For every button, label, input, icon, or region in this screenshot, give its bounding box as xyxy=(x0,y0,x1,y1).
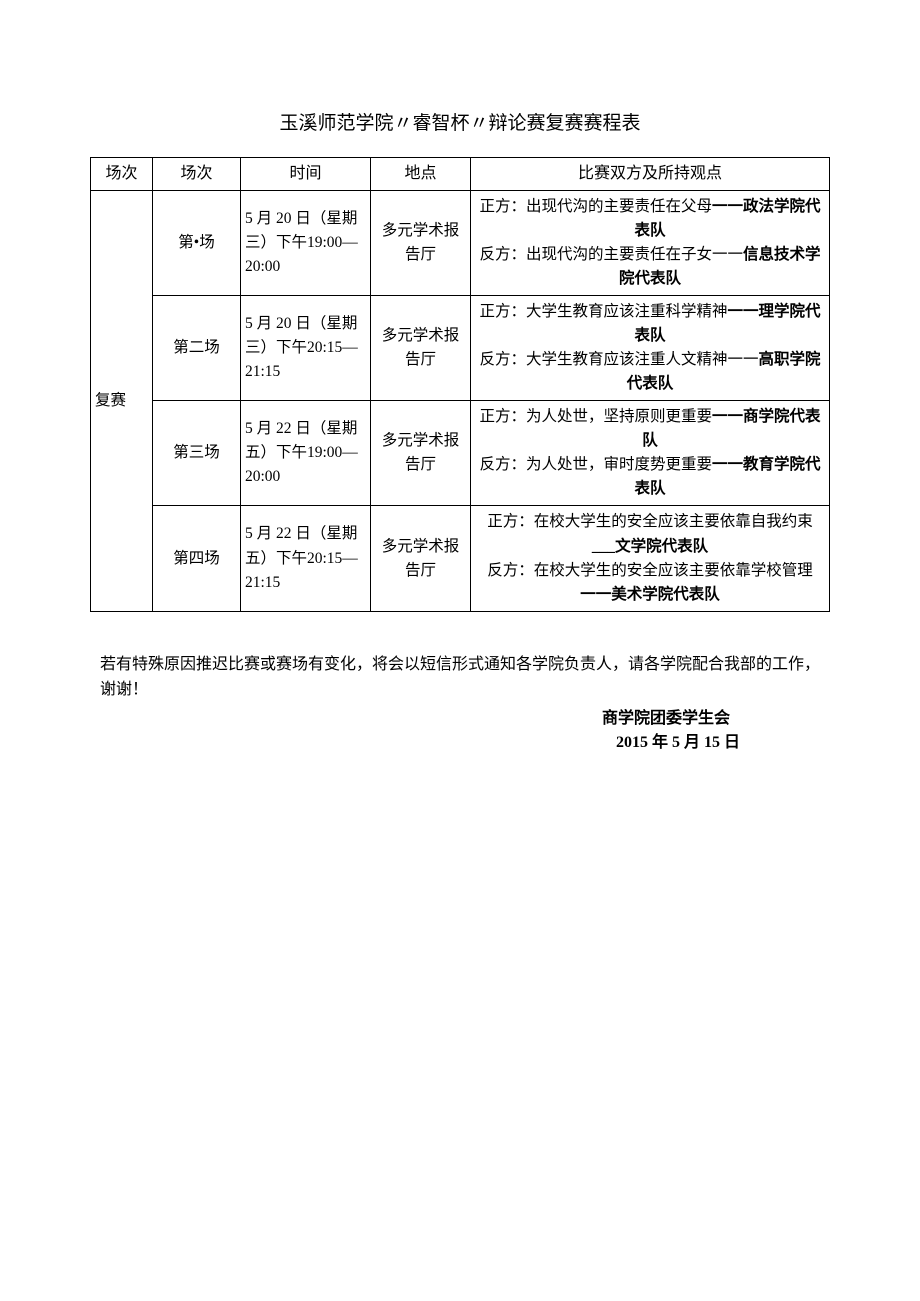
table-row: 第三场 5 月 22 日（星期五）下午19:00—20:00 多元学术报告厅 正… xyxy=(91,401,830,506)
round-cell: 第四场 xyxy=(153,506,241,611)
round-cell: 第•场 xyxy=(153,191,241,296)
description-cell: 正方：在校大学生的安全应该主要依靠自我约束 ___文学院代表队 反方：在校大学生… xyxy=(471,506,830,611)
header-time: 时间 xyxy=(241,157,371,191)
table-row: 第二场 5 月 20 日（星期三）下午20:15—21:15 多元学术报告厅 正… xyxy=(91,296,830,401)
neg-text: 反方：在校大学生的安全应该主要依靠学校管理 xyxy=(477,559,823,583)
neg-text: 反方：出现代沟的主要责任在子女一一 xyxy=(479,246,743,263)
table-header-row: 场次 场次 时间 地点 比赛双方及所持观点 xyxy=(91,157,830,191)
table-row: 第四场 5 月 22 日（星期五）下午20:15—21:15 多元学术报告厅 正… xyxy=(91,506,830,611)
footer-signature: 商学院团委学生会 xyxy=(100,707,820,731)
time-cell: 5 月 20 日（星期三）下午20:15—21:15 xyxy=(241,296,371,401)
header-stage: 场次 xyxy=(91,157,153,191)
pos-text: 正方：为人处世，坚持原则更重要 xyxy=(479,408,712,425)
page-title: 玉溪师范学院〃睿智杯〃辩论赛复赛赛程表 xyxy=(90,110,830,139)
neg-text: 反方：为人处世，审时度势更重要 xyxy=(479,456,712,473)
round-cell: 第三场 xyxy=(153,401,241,506)
pos-text: 正方：在校大学生的安全应该主要依靠自我约束 xyxy=(477,510,823,534)
description-cell: 正方：出现代沟的主要责任在父母一一政法学院代表队 反方：出现代沟的主要责任在子女… xyxy=(471,191,830,296)
location-cell: 多元学术报告厅 xyxy=(371,191,471,296)
footer: 若有特殊原因推迟比赛或赛场有变化，将会以短信形式通知各学院负责人，请各学院配合我… xyxy=(90,652,830,755)
location-cell: 多元学术报告厅 xyxy=(371,401,471,506)
location-cell: 多元学术报告厅 xyxy=(371,296,471,401)
header-description: 比赛双方及所持观点 xyxy=(471,157,830,191)
header-location: 地点 xyxy=(371,157,471,191)
round-cell: 第二场 xyxy=(153,296,241,401)
pos-text: 正方：大学生教育应该注重科学精神 xyxy=(479,303,727,320)
table-row: 复赛 第•场 5 月 20 日（星期三）下午19:00—20:00 多元学术报告… xyxy=(91,191,830,296)
neg-team: 一一美术学院代表队 xyxy=(477,583,823,607)
footer-note: 若有特殊原因推迟比赛或赛场有变化，将会以短信形式通知各学院负责人，请各学院配合我… xyxy=(100,652,820,703)
time-cell: 5 月 20 日（星期三）下午19:00—20:00 xyxy=(241,191,371,296)
header-round: 场次 xyxy=(153,157,241,191)
stage-cell: 复赛 xyxy=(91,191,153,611)
footer-date: 2015 年 5 月 15 日 xyxy=(100,731,820,755)
pos-text: 正方：出现代沟的主要责任在父母 xyxy=(479,198,712,215)
location-cell: 多元学术报告厅 xyxy=(371,506,471,611)
time-cell: 5 月 22 日（星期五）下午19:00—20:00 xyxy=(241,401,371,506)
description-cell: 正方：为人处世，坚持原则更重要一一商学院代表队 反方：为人处世，审时度势更重要一… xyxy=(471,401,830,506)
time-cell: 5 月 22 日（星期五）下午20:15—21:15 xyxy=(241,506,371,611)
schedule-table: 场次 场次 时间 地点 比赛双方及所持观点 复赛 第•场 5 月 20 日（星期… xyxy=(90,157,830,612)
neg-text: 反方：大学生教育应该注重人文精神一一 xyxy=(479,351,758,368)
description-cell: 正方：大学生教育应该注重科学精神一一理学院代表队 反方：大学生教育应该注重人文精… xyxy=(471,296,830,401)
pos-team: ___文学院代表队 xyxy=(477,535,823,559)
